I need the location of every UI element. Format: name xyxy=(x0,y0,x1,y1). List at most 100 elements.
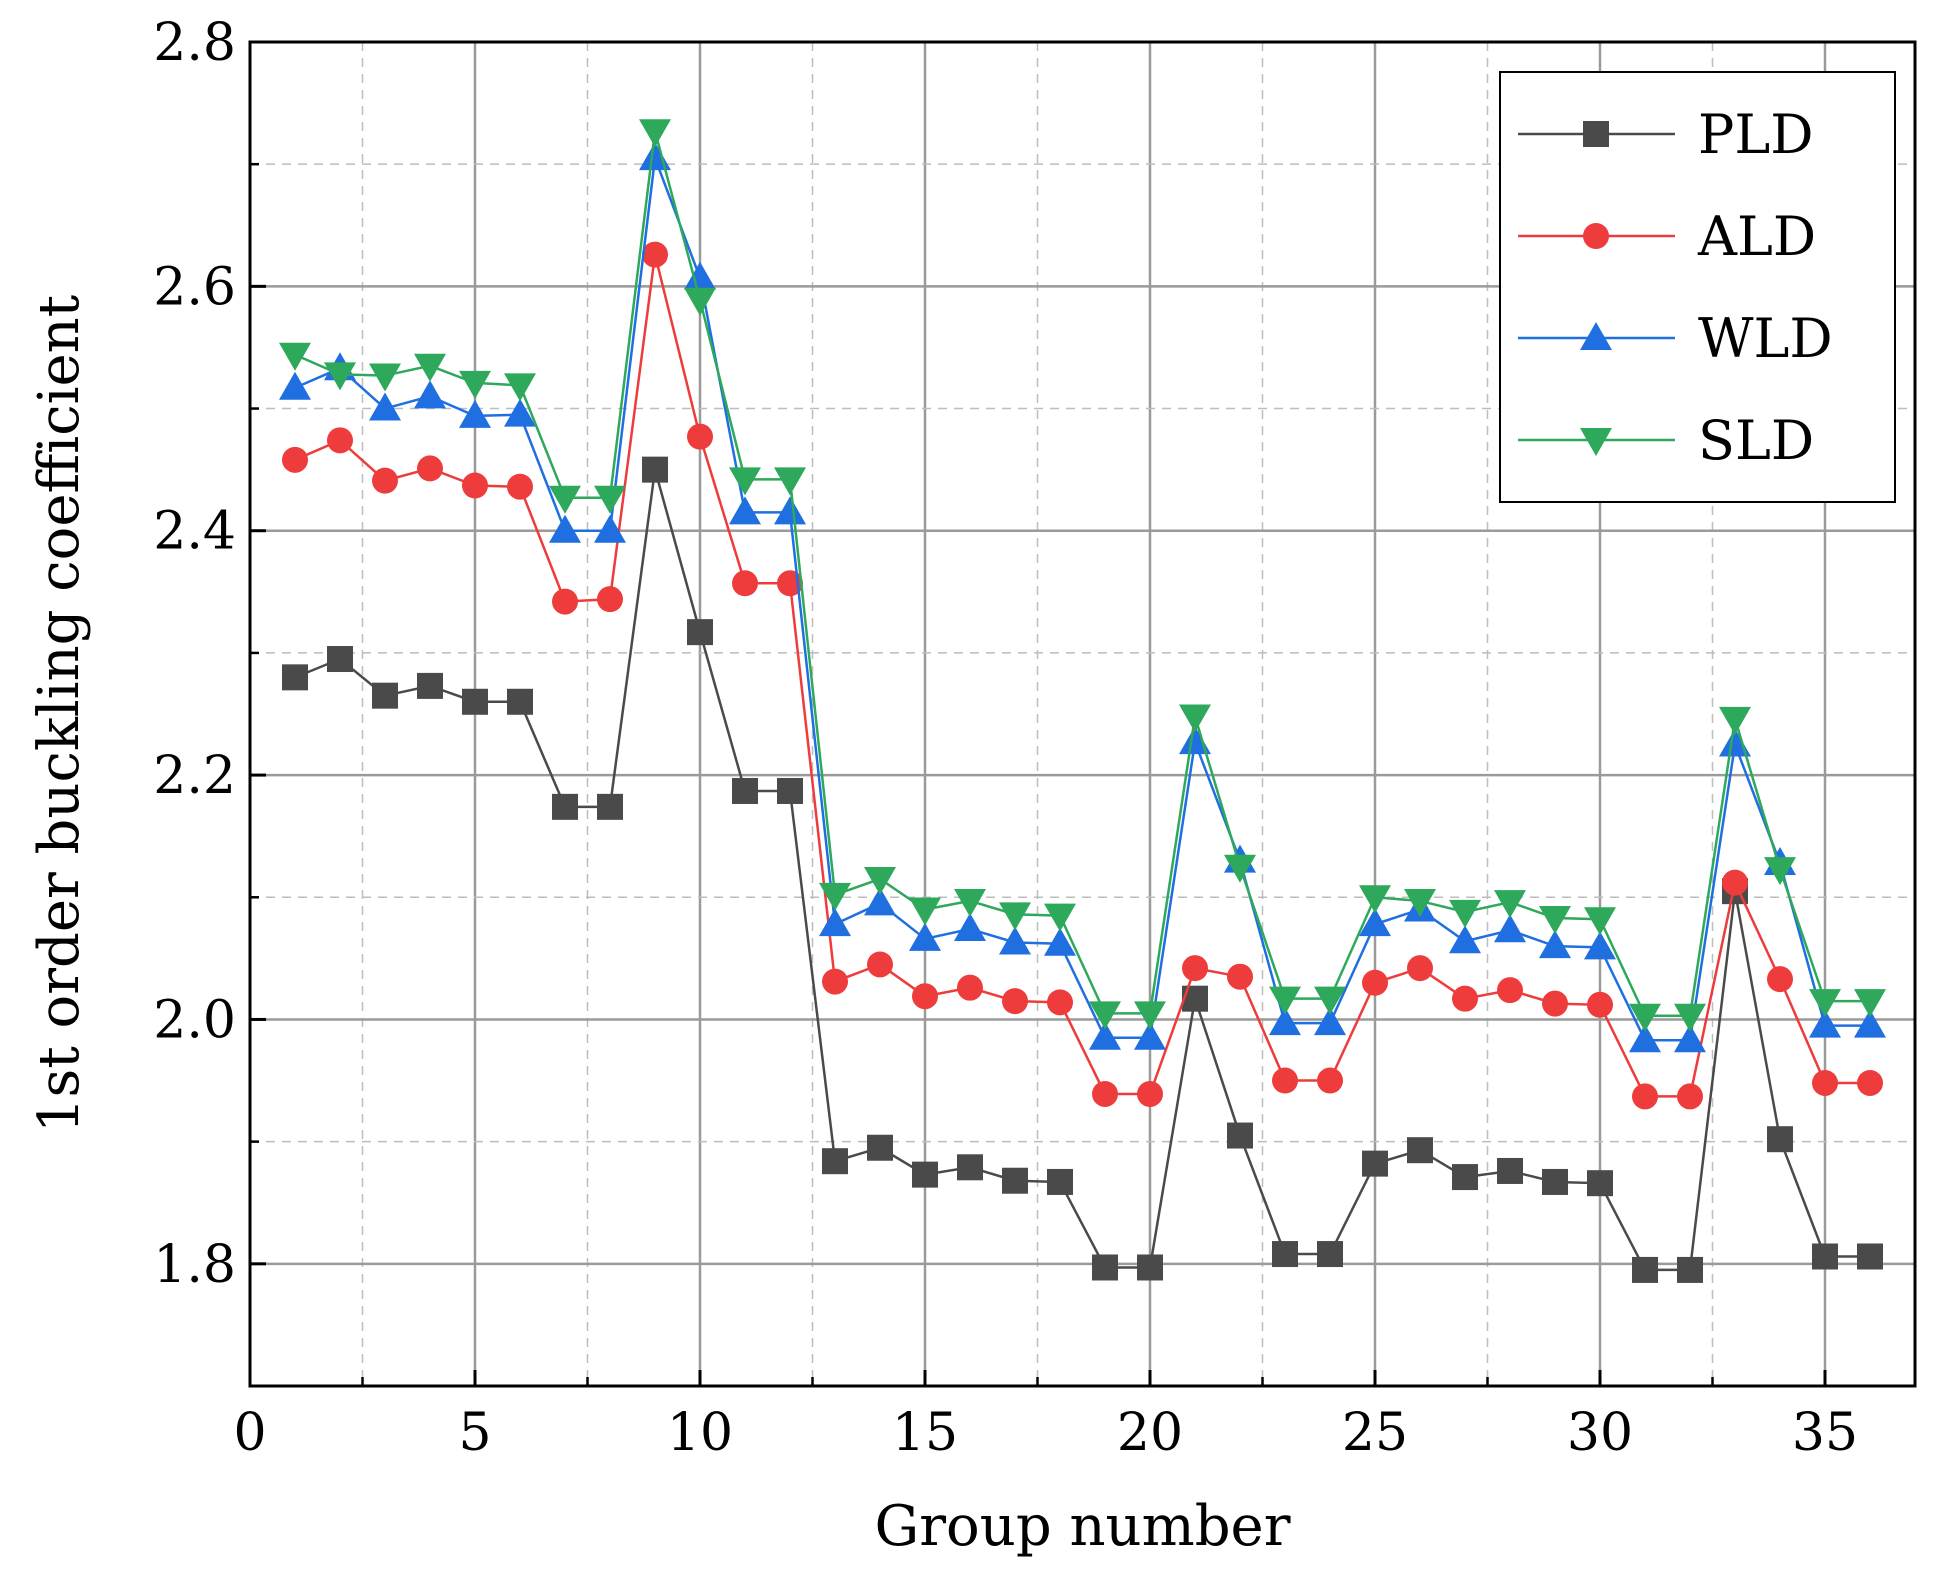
data-point-pld xyxy=(552,793,578,820)
data-point-wld xyxy=(1674,1024,1706,1053)
data-point-pld xyxy=(1767,1126,1793,1153)
data-point-sld xyxy=(639,119,671,148)
data-point-pld xyxy=(1137,1254,1163,1281)
data-point-pld xyxy=(327,646,353,673)
series-layer xyxy=(279,119,1886,1283)
legend-box xyxy=(1499,71,1896,503)
data-point-pld xyxy=(867,1134,893,1161)
data-point-ald xyxy=(1137,1080,1163,1107)
data-point-ald xyxy=(552,588,578,615)
data-point-pld xyxy=(372,682,398,709)
data-point-wld xyxy=(1134,1021,1166,1050)
data-point-sld xyxy=(1674,1003,1706,1032)
data-point-wld xyxy=(1359,908,1391,937)
data-point-pld xyxy=(507,688,533,715)
data-point-wld xyxy=(1449,925,1481,954)
data-point-ald xyxy=(1542,990,1568,1017)
data-point-ald xyxy=(1452,985,1478,1012)
data-point-ald xyxy=(417,455,443,482)
data-point-pld xyxy=(1002,1167,1028,1194)
data-point-sld xyxy=(1134,1001,1166,1030)
legend-label-sld: SLD xyxy=(1698,409,1814,472)
series-line-sld xyxy=(294,130,1870,1018)
data-point-wld xyxy=(684,261,716,290)
data-point-pld xyxy=(957,1154,983,1181)
data-point-sld xyxy=(999,902,1031,931)
data-point-pld xyxy=(1857,1243,1883,1270)
data-point-sld xyxy=(1629,1003,1661,1032)
data-point-ald xyxy=(957,974,983,1001)
data-point-pld xyxy=(282,664,308,691)
data-point-wld xyxy=(954,913,986,942)
data-point-sld xyxy=(549,485,581,514)
data-point-ald xyxy=(282,446,308,473)
data-point-ald xyxy=(507,473,533,500)
series-sld xyxy=(279,119,1886,1032)
data-point-wld xyxy=(729,496,761,525)
data-point-ald xyxy=(462,472,488,499)
data-point-pld xyxy=(1587,1170,1613,1197)
data-point-wld xyxy=(594,514,626,543)
data-point-sld xyxy=(1314,986,1346,1015)
series-line-pld xyxy=(294,469,1870,1272)
legend-item-ald: ALD xyxy=(1518,205,1816,268)
data-point-wld xyxy=(504,398,536,427)
data-point-ald xyxy=(1857,1069,1883,1096)
data-point-ald xyxy=(1272,1067,1298,1094)
data-point-ald xyxy=(867,951,893,978)
data-point-wld xyxy=(999,926,1031,955)
data-point-sld xyxy=(1089,1001,1121,1030)
data-point-pld xyxy=(1677,1256,1703,1283)
data-point-sld xyxy=(684,287,716,316)
data-point-sld xyxy=(1404,888,1436,917)
x-tick-label: 5 xyxy=(458,1403,491,1463)
data-point-sld xyxy=(1359,885,1391,914)
legend-marker-pld xyxy=(1583,121,1609,147)
data-point-ald xyxy=(732,570,758,597)
data-point-wld xyxy=(1584,931,1616,960)
data-point-sld xyxy=(1494,890,1526,919)
data-point-wld xyxy=(414,380,446,409)
legend-label-ald: ALD xyxy=(1697,205,1816,268)
data-point-sld xyxy=(1179,704,1211,733)
y-tick-label: 1.8 xyxy=(153,1235,236,1295)
data-point-pld xyxy=(1452,1164,1478,1191)
x-tick-label: 25 xyxy=(1342,1403,1408,1463)
data-point-pld xyxy=(1047,1168,1073,1195)
data-point-pld xyxy=(912,1161,938,1188)
data-point-ald xyxy=(1497,977,1523,1004)
data-point-ald xyxy=(1632,1083,1658,1110)
data-point-sld xyxy=(1719,706,1751,735)
data-point-wld xyxy=(819,908,851,937)
x-tick-label: 35 xyxy=(1792,1403,1858,1463)
data-point-pld xyxy=(687,619,713,646)
data-point-pld xyxy=(1407,1137,1433,1164)
data-point-sld xyxy=(1539,906,1571,935)
x-tick-label: 15 xyxy=(892,1403,958,1463)
data-point-pld xyxy=(1182,985,1208,1012)
data-point-sld xyxy=(594,485,626,514)
x-tick-label: 0 xyxy=(233,1403,266,1463)
data-point-sld xyxy=(1854,989,1886,1018)
data-point-wld xyxy=(1854,1009,1886,1038)
x-tick-label: 10 xyxy=(667,1403,733,1463)
legend-marker-ald xyxy=(1583,223,1609,249)
data-point-ald xyxy=(1767,966,1793,993)
data-point-wld xyxy=(774,496,806,525)
data-point-ald xyxy=(1092,1080,1118,1107)
legend-marker-sld xyxy=(1580,428,1612,456)
data-point-pld xyxy=(1227,1122,1253,1149)
data-point-sld xyxy=(459,370,491,399)
data-point-ald xyxy=(1182,955,1208,982)
data-point-ald xyxy=(1722,869,1748,896)
legend: PLD ALD WLD SLD xyxy=(1499,71,1896,503)
data-point-sld xyxy=(1809,989,1841,1018)
data-point-ald xyxy=(1002,988,1028,1015)
data-point-sld xyxy=(369,363,401,392)
data-point-pld xyxy=(732,777,758,804)
data-point-wld xyxy=(909,922,941,951)
plot-frame xyxy=(248,40,1917,1388)
data-point-sld xyxy=(324,362,356,391)
data-point-sld xyxy=(1224,854,1256,883)
